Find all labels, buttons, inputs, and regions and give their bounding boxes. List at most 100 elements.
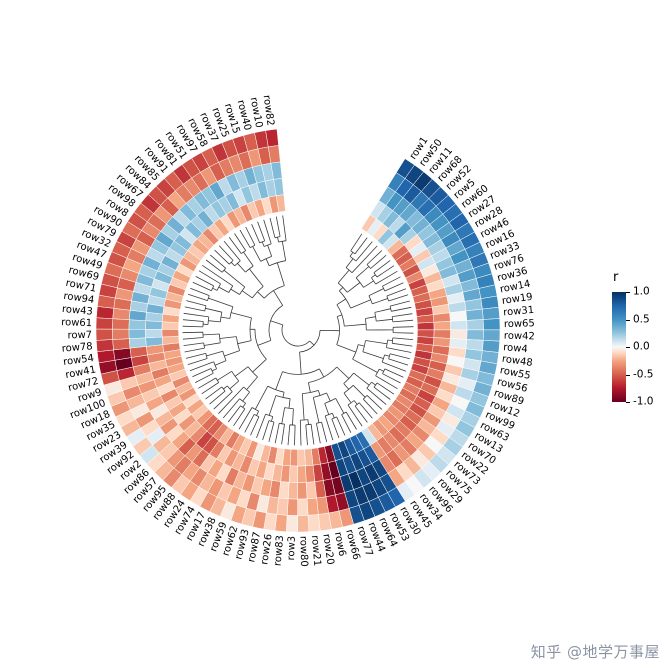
- dendrogram-branch: [183, 312, 210, 325]
- dendrogram-branch: [308, 366, 350, 393]
- legend-colorbar: [612, 292, 626, 402]
- dendrogram-branch: [239, 226, 256, 249]
- heatmap-cell: [449, 310, 467, 322]
- heatmap-cell: [433, 321, 451, 331]
- heatmap-cell: [96, 339, 114, 352]
- heatmap-cell: [275, 194, 286, 213]
- legend-tick-label: -1.0: [633, 395, 654, 408]
- row-label: row48: [501, 354, 533, 369]
- dendrogram-branch: [254, 385, 285, 410]
- legend-title: r: [613, 270, 619, 285]
- dendrogram-branch: [230, 312, 252, 345]
- heatmap-cell: [288, 465, 298, 483]
- heatmap-cell: [305, 464, 316, 483]
- heatmap-cell: [304, 448, 314, 467]
- heatmap-cell: [287, 481, 298, 500]
- dendrogram-branch: [202, 333, 221, 346]
- dendrogram-branch: [268, 395, 291, 416]
- dendrogram-branch: [223, 269, 246, 295]
- dendrogram-branch: [198, 377, 220, 395]
- dendrogram-branch: [274, 422, 285, 445]
- row-label: row6: [332, 531, 348, 557]
- color-legend: r 1.0 0.5 0.0 -0.5 -1.0: [612, 270, 672, 407]
- dendrogram-branch: [324, 412, 335, 441]
- heatmap-cell: [285, 514, 298, 533]
- dendrogram-branch: [386, 339, 412, 353]
- heatmap-cell: [161, 335, 180, 345]
- dendrogram-branch: [371, 270, 398, 285]
- row-label: row7: [67, 330, 92, 342]
- dendrogram-branch: [389, 300, 412, 312]
- dendrogram-branch: [375, 368, 398, 390]
- row-label: row78: [61, 341, 93, 354]
- row-label: row83: [273, 535, 287, 567]
- heatmap-cell: [286, 498, 298, 516]
- dendrogram-branch: [336, 314, 357, 353]
- dendrogram-branch: [354, 402, 373, 423]
- dendrogram-branch: [345, 245, 378, 273]
- row-label: row82: [261, 94, 276, 126]
- heatmap-cell: [297, 482, 308, 500]
- legend-tick-mark: [626, 402, 630, 403]
- dendrogram-branch: [391, 337, 414, 347]
- heatmap-cell: [465, 308, 484, 321]
- dendrogram-branch: [275, 368, 325, 390]
- dendrogram-branch: [386, 288, 409, 302]
- legend-tick-label: -0.5: [633, 367, 654, 380]
- legend-tick-label: 0.0: [633, 340, 650, 353]
- heatmap-cell: [306, 497, 319, 516]
- dendrogram-branch: [331, 416, 346, 439]
- dendrogram-branch: [382, 368, 404, 384]
- heatmap-cell: [417, 329, 435, 338]
- row-label: row3: [286, 536, 298, 561]
- dendrogram-branch: [392, 326, 414, 334]
- dendrogram-branch: [382, 276, 404, 292]
- dendrogram-branch: [198, 270, 221, 291]
- dendrogram-branch: [213, 385, 233, 410]
- heatmap-cell: [450, 320, 468, 331]
- row-label: row94: [63, 291, 95, 306]
- dendrogram-branch: [336, 298, 367, 327]
- heatmap-cell: [112, 328, 130, 340]
- heatmap-cell: [450, 329, 468, 340]
- heatmap-cell: [417, 322, 435, 331]
- dendrogram-branch: [238, 407, 260, 430]
- heatmap-cell: [432, 312, 451, 323]
- dendrogram-branch: [277, 215, 287, 243]
- row-label: row42: [504, 331, 535, 343]
- heatmap-cell: [128, 319, 147, 330]
- dendrogram-branch: [261, 219, 272, 247]
- dendrogram-branch: [222, 398, 246, 419]
- dendrogram-branch: [257, 262, 285, 299]
- dendrogram-branch: [189, 361, 217, 372]
- row-label: row54: [63, 353, 95, 368]
- legend-tick-mark: [626, 347, 630, 348]
- dendrogram-branch: [205, 307, 223, 323]
- dendrogram-branch: [299, 330, 340, 375]
- dendrogram-branch: [217, 370, 240, 390]
- heatmap-cell: [416, 314, 435, 324]
- dendrogram-branch: [341, 411, 357, 433]
- dendrogram-branch: [287, 424, 296, 446]
- row-label: row43: [61, 304, 93, 318]
- heatmap-cell: [128, 337, 147, 349]
- legend-tick-label: 1.0: [633, 285, 650, 298]
- heatmap-rings: [95, 128, 501, 533]
- dendrogram-branch: [347, 400, 363, 427]
- heatmap-cell: [482, 329, 501, 342]
- dendrogram-branch: [301, 390, 321, 420]
- row-label: row21: [309, 535, 322, 567]
- dendrogram-branch: [262, 420, 275, 442]
- dendrogram-branch: [316, 421, 328, 444]
- row-label: row31: [503, 305, 535, 319]
- dendrogram-branch: [241, 268, 264, 299]
- dendrogram-branch: [183, 342, 205, 353]
- heatmap-cell: [145, 329, 163, 339]
- dendrogram-branch: [257, 290, 284, 346]
- heatmap-cell: [128, 328, 146, 339]
- dendrogram-branch: [349, 241, 373, 262]
- dendrogram-branch: [337, 269, 361, 293]
- row-label: row20: [320, 533, 335, 565]
- heatmap-cell: [112, 318, 130, 330]
